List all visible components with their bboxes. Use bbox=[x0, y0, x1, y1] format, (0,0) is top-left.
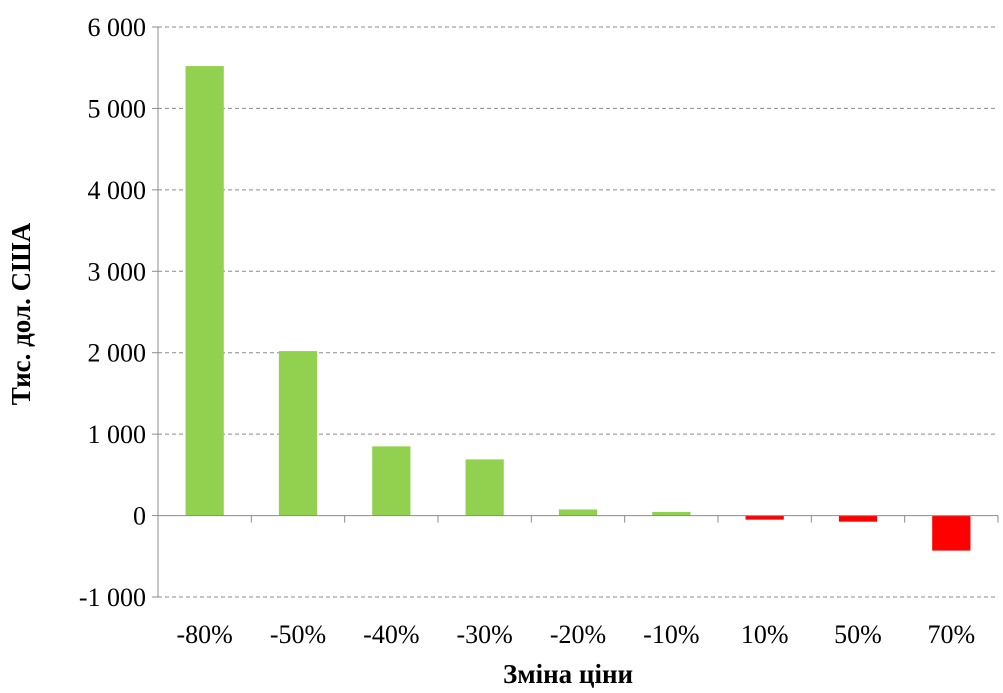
y-tick-label: 1 000 bbox=[88, 420, 147, 449]
y-tick-label: 6 000 bbox=[88, 13, 147, 42]
x-axis-title: Зміна ціни bbox=[503, 659, 633, 689]
bar-minus-30pct bbox=[465, 459, 504, 516]
bar-minus-50pct bbox=[278, 351, 318, 516]
bar-minus-40pct bbox=[372, 446, 411, 516]
bar-minus-20pct bbox=[558, 509, 598, 516]
x-category-label: -40% bbox=[363, 620, 419, 649]
y-tick-label: -1 000 bbox=[79, 583, 146, 612]
y-tick-label: 2 000 bbox=[88, 339, 147, 368]
x-category-label: 10% bbox=[741, 620, 789, 649]
bar-50pct bbox=[838, 515, 878, 522]
bar-70pct bbox=[932, 515, 971, 551]
x-category-label: -80% bbox=[177, 620, 233, 649]
y-tick-label: 4 000 bbox=[88, 176, 147, 205]
bar-10pct bbox=[745, 515, 784, 520]
y-tick-label: 5 000 bbox=[88, 94, 147, 123]
x-category-label: -50% bbox=[270, 620, 326, 649]
x-category-label: -20% bbox=[550, 620, 606, 649]
x-category-label: 50% bbox=[834, 620, 882, 649]
bar-minus-10pct bbox=[652, 511, 691, 516]
bar-layer bbox=[185, 66, 971, 551]
x-category-label: 70% bbox=[927, 620, 975, 649]
label-layer: -1 000 0 1 000 2 000 3 000 4 000 5 000 6 000 -80… bbox=[79, 13, 975, 649]
y-axis-title: Тис. дол. США bbox=[6, 222, 36, 405]
x-category-label: -10% bbox=[643, 620, 699, 649]
bar-minus-80pct bbox=[185, 66, 224, 516]
x-category-label: -30% bbox=[457, 620, 513, 649]
axis-layer bbox=[152, 26, 999, 598]
y-tick-label: 3 000 bbox=[88, 257, 147, 286]
y-tick-label: 0 bbox=[133, 502, 146, 531]
